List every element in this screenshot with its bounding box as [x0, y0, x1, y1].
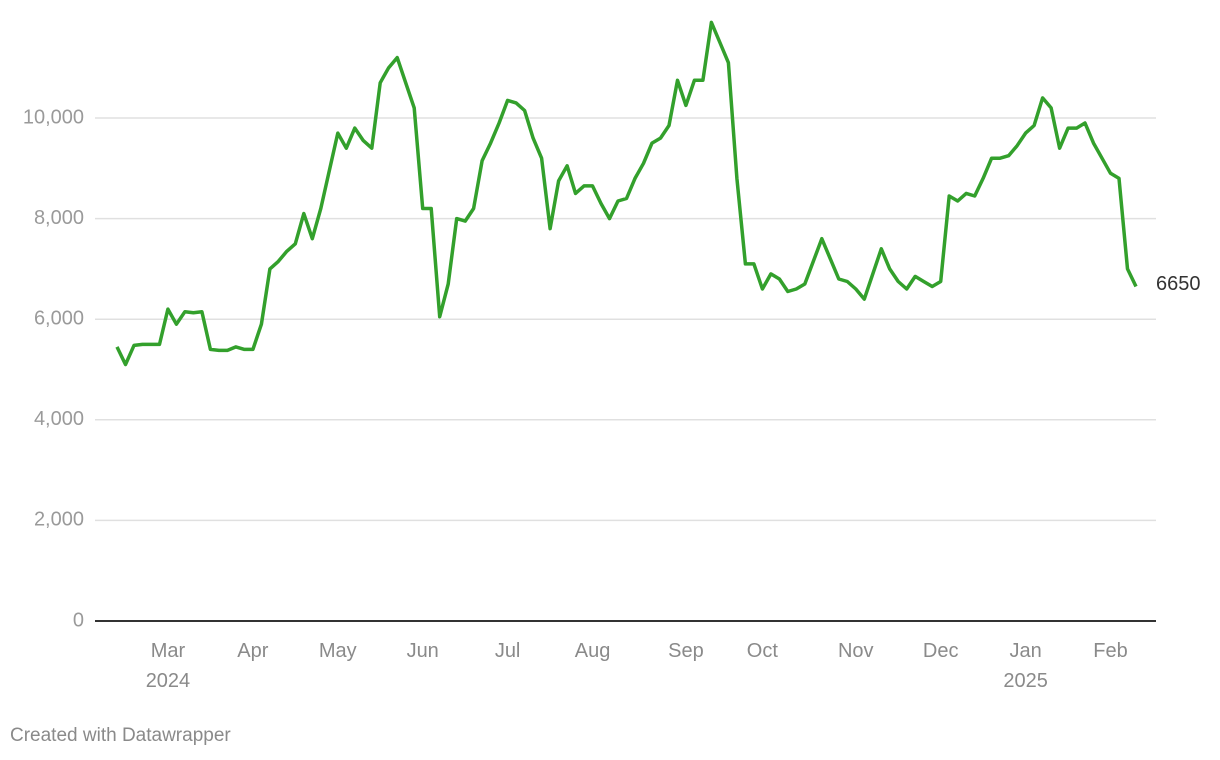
x-tick-label: Jun	[406, 640, 439, 662]
x-tick-label: Feb	[1093, 640, 1128, 662]
y-tick-label: 0	[73, 609, 84, 631]
x-tick-label: May	[318, 640, 357, 662]
line	[115, 20, 1138, 367]
x-tick-label: Mar 2024	[145, 640, 191, 692]
credit: Created with Datawrapper	[10, 725, 231, 746]
y-tick-label: 2,000	[34, 509, 84, 531]
end-label: 6650	[1156, 273, 1201, 295]
y-tick-label: 4,000	[34, 408, 84, 430]
y-tick-label: 10,000	[23, 106, 84, 128]
x-tick-label: Jul	[494, 640, 521, 662]
x-tick-label: Apr	[237, 640, 269, 662]
y-tick-label: 6,000	[34, 307, 84, 329]
x-tick-label: Jan 2025	[1003, 640, 1048, 692]
x-tick-label: Nov	[837, 640, 874, 662]
x-tick-label: Dec	[922, 640, 959, 662]
y-tick-label: 8,000	[34, 207, 84, 229]
x-tick-label: Aug	[574, 640, 611, 662]
x-tick-label: Oct	[746, 640, 778, 662]
x-tick-label: Sep	[668, 640, 704, 662]
